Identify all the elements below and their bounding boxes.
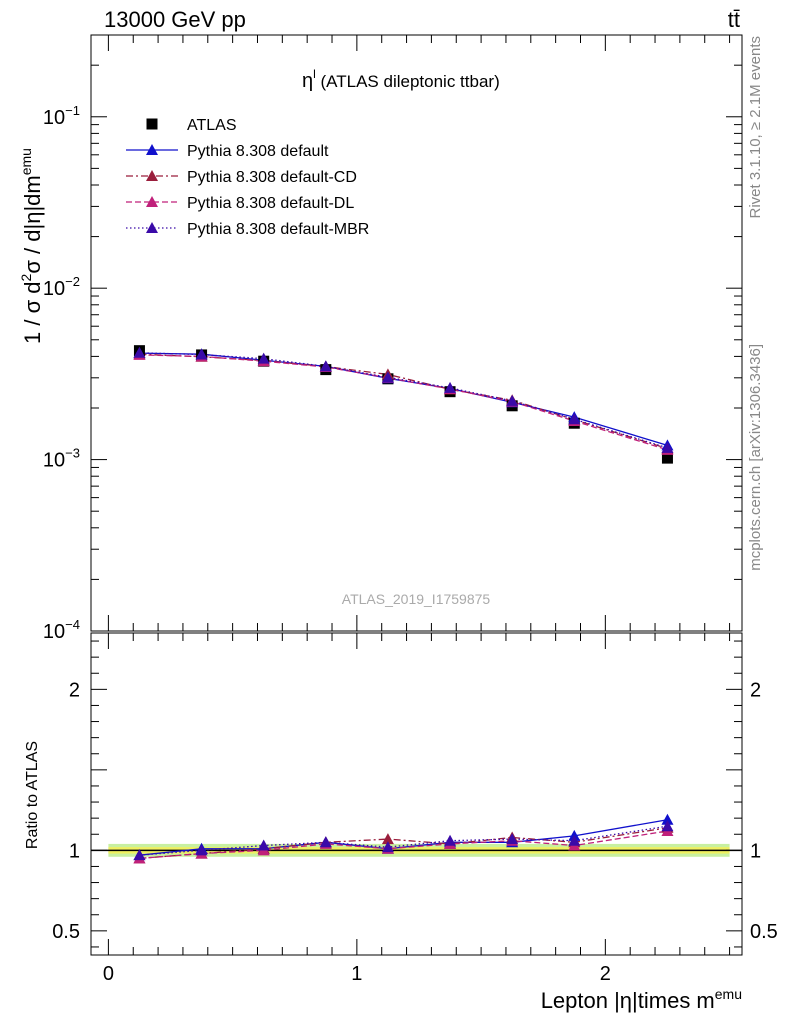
main-y-tick-label: 10−3 xyxy=(43,446,80,472)
series-point xyxy=(319,360,332,372)
ratio-point xyxy=(319,836,332,848)
main-y-axis-title-a: 1 / σ d xyxy=(20,281,45,344)
main-plot-area xyxy=(90,34,743,632)
series-point xyxy=(381,371,394,383)
legend: ATLAS Pythia 8.308 default Pythia 8.308 de… xyxy=(126,117,369,238)
main-series-line xyxy=(139,352,668,447)
ratio-axis-ticks xyxy=(91,633,742,955)
main-axis-ticks xyxy=(91,35,742,632)
main-series-group xyxy=(133,345,674,464)
series-point xyxy=(257,352,270,364)
x-axis-title-a: Lepton |η|times m xyxy=(541,988,715,1013)
legend-marker xyxy=(146,118,158,130)
main-y-tick-label-base: 10 xyxy=(43,107,65,129)
main-y-axis-title-c: σ / d|η|dm xyxy=(20,175,45,273)
main-y-tick-label: 10−2 xyxy=(43,274,80,300)
data-point xyxy=(661,452,673,464)
series-point xyxy=(444,381,457,393)
main-y-tick-labels: 10−110−210−310−4 xyxy=(43,103,80,643)
main-y-axis-title-d: emu xyxy=(18,148,34,175)
legend-label: ATLAS xyxy=(187,117,237,134)
main-y-tick-label-base: 10 xyxy=(43,278,65,300)
ratio-point xyxy=(661,813,674,825)
x-tick-label: 2 xyxy=(600,963,611,985)
ratio-series-group xyxy=(133,813,674,864)
ratio-point xyxy=(568,834,581,846)
ratio-series-line xyxy=(139,827,668,860)
main-y-tick-label-exp: −1 xyxy=(65,103,80,118)
ratio-plot-area xyxy=(90,632,743,956)
main-panel: 10−110−210−310−4 ηl (ATLAS dileptonic tt… xyxy=(43,34,743,643)
legend-label: Pythia 8.308 default-CD xyxy=(187,169,357,186)
legend-label: Pythia 8.308 default xyxy=(187,143,329,160)
series-point xyxy=(506,394,519,406)
plot-title-rest: (ATLAS dileptonic ttbar) xyxy=(316,72,500,91)
main-series-line xyxy=(139,352,668,449)
ratio-y-axis-title: Ratio to ATLAS xyxy=(24,741,41,849)
ratio-point xyxy=(195,844,208,856)
ratio-y-tick-label: 2 xyxy=(69,679,80,701)
x-tick-label: 0 xyxy=(103,963,114,985)
rivet-label: Rivet 3.1.10, ≥ 2.1M events xyxy=(747,36,764,219)
x-axis-title-b: emu xyxy=(715,986,742,1002)
ratio-point xyxy=(506,833,519,845)
ratio-point xyxy=(381,841,394,853)
legend-label: Pythia 8.308 default-DL xyxy=(187,195,354,212)
series-point xyxy=(195,348,208,360)
ratio-series-line xyxy=(139,830,668,860)
main-series-line xyxy=(139,354,668,451)
x-tick-label: 1 xyxy=(351,963,362,985)
main-y-tick-label-exp: −3 xyxy=(65,446,80,461)
plot-title-main: η xyxy=(302,70,313,92)
legend-label: Pythia 8.308 default-MBR xyxy=(187,221,369,238)
ratio-y-tick-label-right: 0.5 xyxy=(750,921,778,943)
legend-marker xyxy=(146,222,158,233)
main-y-tick-label-exp: −2 xyxy=(65,274,80,289)
main-y-tick-label-exp: −4 xyxy=(65,617,80,632)
ratio-point xyxy=(257,839,270,851)
x-tick-labels: 0 1 2 xyxy=(103,963,611,985)
main-y-tick-label: 10−1 xyxy=(43,103,80,129)
legend-marker xyxy=(146,196,158,207)
mcplots-label: mcplots.cern.ch [arXiv:1306.3436] xyxy=(747,344,764,571)
plot-title-sup: l xyxy=(313,67,316,81)
main-y-tick-label-base: 10 xyxy=(43,621,65,643)
series-point xyxy=(133,346,146,358)
main-y-axis-title-b: 2 xyxy=(18,273,34,281)
ratio-point xyxy=(661,820,674,832)
ratio-point xyxy=(381,833,394,845)
plot-title: ηl (ATLAS dileptonic ttbar) xyxy=(302,67,500,92)
ratio-point xyxy=(444,834,457,846)
series-point xyxy=(568,413,581,425)
main-series-line xyxy=(139,353,668,450)
ratio-y-tick-label-right: 1 xyxy=(750,840,761,862)
analysis-label: ATLAS_2019_I1759875 xyxy=(342,591,491,607)
x-axis-title: Lepton |η|times memu xyxy=(541,986,742,1013)
legend-marker xyxy=(146,170,158,181)
main-y-axis-title: 1 / σ d2σ / d|η|dmemu xyxy=(18,148,45,344)
legend-marker xyxy=(146,144,158,155)
main-y-tick-label: 10−4 xyxy=(43,617,80,643)
ratio-panel: 2 2 1 1 0.5 0.5 0 1 2 xyxy=(52,632,778,985)
series-point xyxy=(661,441,674,453)
ratio-point xyxy=(133,849,146,861)
ratio-y-tick-label-right: 2 xyxy=(750,679,761,701)
ratio-y-tick-label: 1 xyxy=(69,840,80,862)
ratio-y-tick-labels: 2 2 1 1 0.5 0.5 xyxy=(52,679,778,943)
energy-label: 13000 GeV pp xyxy=(104,7,246,32)
process-label: tt̄ xyxy=(728,7,740,32)
ratio-y-tick-label: 0.5 xyxy=(52,921,80,943)
main-y-tick-label-base: 10 xyxy=(43,450,65,472)
